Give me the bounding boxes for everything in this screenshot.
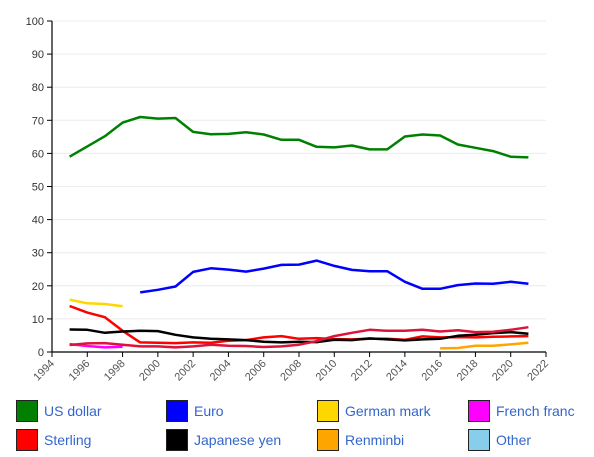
x-tick-label: 2006 (243, 358, 269, 384)
x-tick-label: 2022 (525, 358, 551, 384)
x-tick-label: 2014 (384, 358, 410, 384)
legend-swatch-german-mark (317, 400, 339, 422)
legend-swatch-other (468, 429, 490, 451)
x-tick-label: 1996 (67, 358, 93, 384)
line-chart: 0 10 20 30 40 50 60 70 80 90 100 1994 1996 1998 2000 2… (26, 16, 551, 383)
series-line-japanese-yen (69, 328, 529, 344)
x-axis-ticks: 1994 1996 1998 2000 2002 2004 2006 2008 2010 2012… (31, 352, 551, 383)
x-tick-label: 2002 (172, 358, 198, 384)
legend-swatch-french-franc (468, 400, 490, 422)
legend-item-sterling[interactable]: Sterling (16, 428, 91, 452)
legend-label: US dollar (44, 403, 102, 419)
legend-item-us-dollar[interactable]: US dollar (16, 399, 102, 423)
legend-swatch-renminbi (317, 429, 339, 451)
x-tick-label: 2012 (349, 358, 375, 384)
legend-swatch-us-dollar (16, 400, 38, 422)
legend-item-renminbi[interactable]: Renminbi (317, 428, 404, 452)
x-tick-label: 2010 (314, 358, 340, 384)
series-line-us-dollar (68, 115, 529, 159)
x-tick-label: 2016 (419, 358, 445, 384)
y-tick-label: 90 (32, 49, 44, 61)
y-tick-label: 50 (32, 182, 44, 194)
legend-swatch-euro (166, 400, 188, 422)
y-axis-ticks: 0 10 20 30 40 50 60 70 80 90 100 (26, 16, 52, 359)
legend-label: German mark (345, 403, 431, 419)
y-tick-label: 10 (32, 314, 44, 326)
x-tick-label: 2020 (490, 358, 516, 384)
y-tick-label: 40 (32, 215, 44, 227)
x-tick-label: 2004 (208, 358, 234, 384)
y-tick-label: 30 (32, 248, 44, 260)
series-line-euro (140, 259, 529, 294)
series-line-sterling (69, 304, 529, 345)
legend-item-french-franc[interactable]: French franc (468, 399, 575, 423)
series-line-renminbi (440, 341, 529, 350)
legend-swatch-sterling (16, 429, 38, 451)
legend-label: Sterling (44, 432, 92, 448)
y-tick-label: 0 (38, 347, 44, 359)
legend-label: Other (496, 432, 532, 448)
x-tick-label: 1998 (102, 358, 128, 384)
legend-label: Euro (194, 403, 224, 419)
y-tick-label: 80 (32, 82, 44, 94)
series-line-series-8 (69, 325, 529, 349)
x-tick-label: 1994 (31, 358, 57, 384)
y-tick-label: 60 (32, 148, 44, 160)
legend-item-euro[interactable]: Euro (166, 399, 224, 423)
legend: US dollar Euro German mark French franc … (16, 396, 594, 456)
x-tick-label: 2000 (137, 358, 163, 384)
legend-item-japanese-yen[interactable]: Japanese yen (166, 428, 281, 452)
legend-swatch-japanese-yen (166, 429, 188, 451)
gridlines (52, 20, 546, 320)
axes (51, 21, 546, 353)
legend-item-german-mark[interactable]: German mark (317, 399, 431, 423)
legend-label: Japanese yen (194, 432, 282, 448)
series-lines (68, 115, 529, 350)
y-tick-label: 20 (32, 281, 44, 293)
y-tick-label: 100 (26, 16, 44, 28)
x-tick-label: 2018 (455, 358, 481, 384)
series-line-german-mark (69, 298, 123, 308)
legend-label: Renminbi (345, 432, 405, 448)
legend-item-other[interactable]: Other (468, 428, 531, 452)
legend-label: French franc (496, 403, 575, 419)
x-tick-label: 2008 (278, 358, 304, 384)
y-tick-label: 70 (32, 115, 44, 127)
